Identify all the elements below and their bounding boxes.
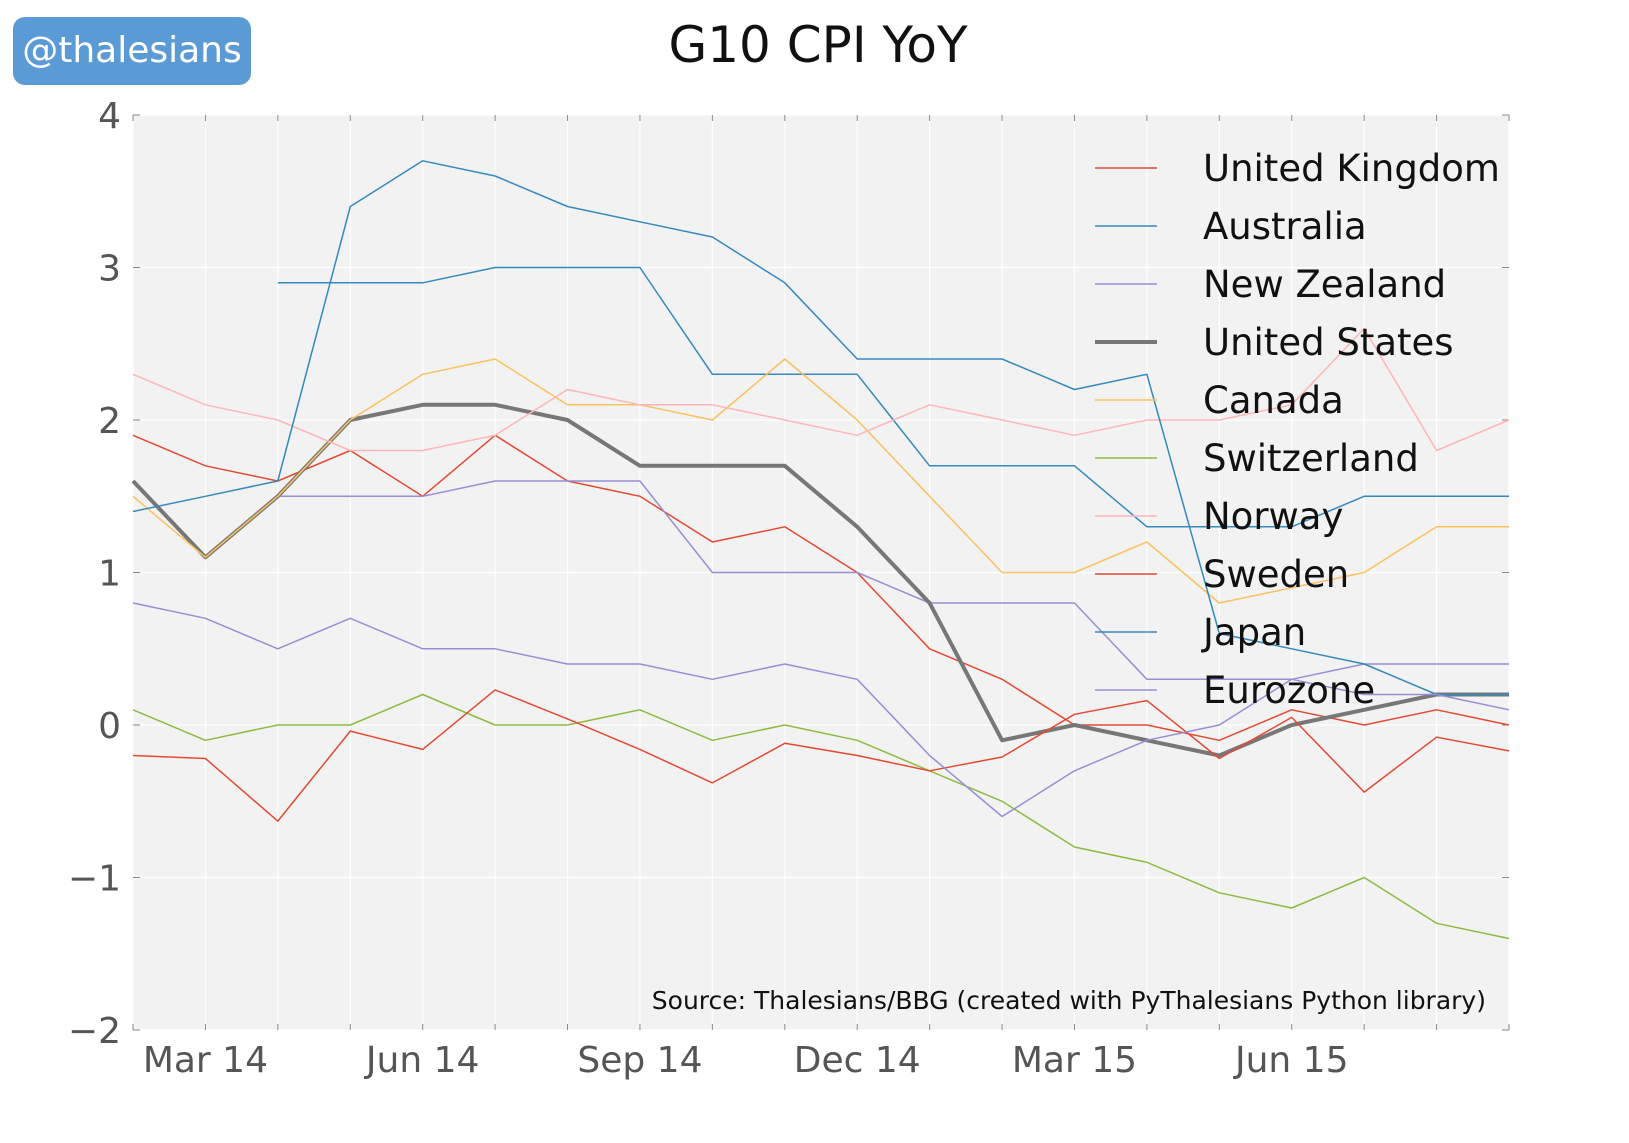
x-tick-label: Jun 14	[364, 1040, 480, 1081]
x-tick-label: Dec 14	[794, 1040, 921, 1081]
x-tick-label: Sep 14	[577, 1040, 702, 1081]
legend-label-norway: Norway	[1203, 495, 1343, 538]
legend-label-switzerland: Switzerland	[1203, 437, 1419, 480]
y-tick-label: 1	[98, 554, 121, 595]
legend-label-united-states: United States	[1203, 321, 1454, 364]
y-tick-label: 2	[98, 401, 121, 442]
x-tick-label: Mar 14	[143, 1040, 268, 1081]
y-tick-label: 3	[98, 249, 121, 290]
series-line-canada	[132, 358, 1509, 604]
axis-ticks: 4 3 2 1 0 −1 −2 Mar 14 Jun 14 Sep 14 Dec 14 Mar 15 J…	[68, 96, 1510, 1081]
y-tick-label: 0	[98, 706, 121, 747]
series-line-eurozone	[132, 602, 1510, 818]
x-tick-label: Jun 15	[1233, 1040, 1349, 1081]
thalesians-badge: @thalesians	[13, 17, 251, 85]
legend: United Kingdom Australia New Zealand United…	[1095, 147, 1500, 712]
chart-title: G10 CPI YoY	[669, 16, 968, 74]
series-line-japan	[132, 160, 1509, 696]
x-tick-label: Mar 15	[1012, 1040, 1137, 1081]
legend-label-australia: Australia	[1203, 205, 1367, 248]
y-tick-label: 4	[98, 96, 121, 137]
legend-label-new-zealand: New Zealand	[1203, 263, 1446, 306]
y-tick-label: −1	[68, 859, 121, 900]
y-tick-label: −2	[68, 1011, 121, 1052]
source-note: Source: Thalesians/BBG (created with PyT…	[652, 986, 1486, 1015]
legend-label-eurozone: Eurozone	[1203, 669, 1375, 712]
series-line-norway	[132, 327, 1510, 452]
legend-label-united-kingdom: United Kingdom	[1203, 147, 1500, 190]
series-line-united-kingdom	[132, 434, 1510, 742]
series-line-united-states	[131, 402, 1509, 758]
legend-label-sweden: Sweden	[1203, 553, 1349, 596]
series-lines	[131, 160, 1510, 940]
legend-label-japan: Japan	[1201, 611, 1306, 654]
series-line-sweden	[132, 689, 1510, 822]
series-line-switzerland	[132, 693, 1510, 940]
legend-label-canada: Canada	[1203, 379, 1344, 422]
series-line-new-zealand	[277, 480, 1509, 681]
